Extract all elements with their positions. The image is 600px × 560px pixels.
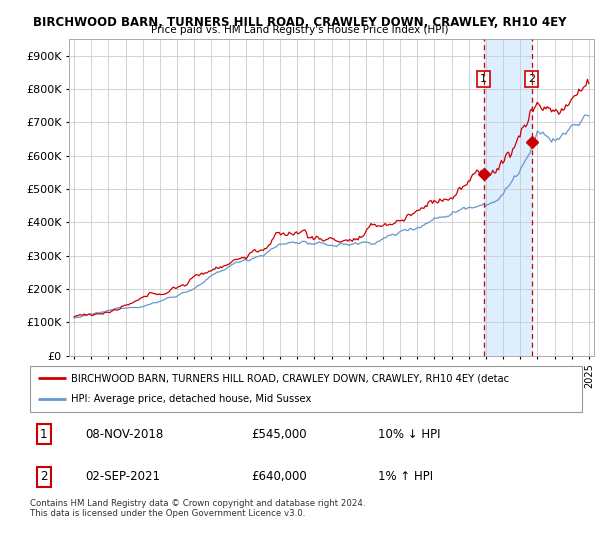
Text: 1% ↑ HPI: 1% ↑ HPI [378,470,433,483]
Text: £545,000: £545,000 [251,428,307,441]
Text: £640,000: £640,000 [251,470,307,483]
Text: This data is licensed under the Open Government Licence v3.0.: This data is licensed under the Open Gov… [30,510,305,519]
FancyBboxPatch shape [30,366,582,412]
Text: Contains HM Land Registry data © Crown copyright and database right 2024.: Contains HM Land Registry data © Crown c… [30,500,365,508]
Text: 10% ↓ HPI: 10% ↓ HPI [378,428,440,441]
Text: BIRCHWOOD BARN, TURNERS HILL ROAD, CRAWLEY DOWN, CRAWLEY, RH10 4EY (detac: BIRCHWOOD BARN, TURNERS HILL ROAD, CRAWL… [71,373,509,383]
Text: BIRCHWOOD BARN, TURNERS HILL ROAD, CRAWLEY DOWN, CRAWLEY, RH10 4EY: BIRCHWOOD BARN, TURNERS HILL ROAD, CRAWL… [33,16,567,29]
Text: 1: 1 [40,428,47,441]
Text: 02-SEP-2021: 02-SEP-2021 [85,470,160,483]
Text: 08-NOV-2018: 08-NOV-2018 [85,428,163,441]
Text: 2: 2 [40,470,47,483]
Text: HPI: Average price, detached house, Mid Sussex: HPI: Average price, detached house, Mid … [71,394,312,404]
Text: Price paid vs. HM Land Registry's House Price Index (HPI): Price paid vs. HM Land Registry's House … [151,25,449,35]
Bar [484,39,532,356]
Text: 2: 2 [528,74,535,84]
Text: 1: 1 [480,74,487,84]
